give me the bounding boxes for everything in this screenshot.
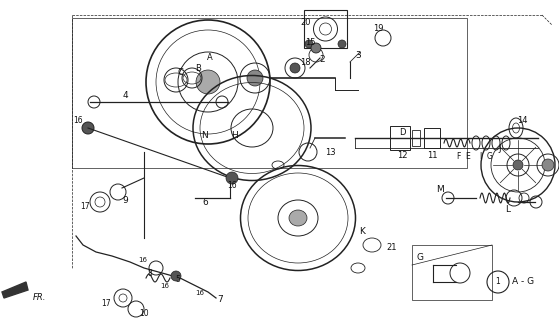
Text: 2: 2 — [319, 55, 325, 65]
Text: 17: 17 — [101, 299, 111, 308]
Text: 6: 6 — [202, 197, 208, 206]
Text: 7: 7 — [217, 295, 223, 305]
Polygon shape — [2, 282, 28, 298]
Text: 16: 16 — [227, 181, 237, 190]
Text: 14: 14 — [517, 116, 527, 124]
Circle shape — [513, 160, 523, 170]
Text: 3: 3 — [355, 51, 361, 60]
Text: D: D — [399, 127, 405, 137]
Text: 5: 5 — [176, 276, 181, 284]
Text: L: L — [505, 205, 510, 214]
Text: 15: 15 — [305, 37, 315, 46]
Circle shape — [196, 70, 220, 94]
Text: 16: 16 — [73, 116, 83, 124]
Ellipse shape — [289, 210, 307, 226]
Text: G: G — [487, 151, 493, 161]
Bar — [304, 10, 347, 48]
Text: 18: 18 — [300, 58, 310, 67]
Bar — [412, 245, 492, 300]
Circle shape — [542, 159, 554, 171]
Text: I: I — [479, 151, 481, 161]
Text: F: F — [456, 151, 460, 161]
Circle shape — [82, 122, 94, 134]
Text: H: H — [231, 131, 238, 140]
Text: B: B — [195, 63, 201, 73]
Text: A: A — [207, 53, 213, 62]
Circle shape — [247, 70, 263, 86]
Text: FR.: FR. — [33, 293, 46, 302]
Text: 4: 4 — [122, 92, 128, 100]
Bar — [412, 130, 420, 146]
Text: A - G: A - G — [512, 277, 534, 286]
Text: 10: 10 — [139, 308, 149, 317]
Text: J: J — [499, 143, 501, 153]
Text: 16: 16 — [196, 290, 205, 296]
Text: K: K — [359, 228, 365, 236]
Text: 13: 13 — [325, 148, 335, 156]
Text: E: E — [466, 151, 470, 161]
Text: 16: 16 — [139, 257, 148, 263]
Circle shape — [311, 43, 321, 53]
Text: 20: 20 — [301, 18, 311, 27]
Circle shape — [226, 172, 238, 184]
Text: 11: 11 — [427, 150, 437, 159]
Text: M: M — [436, 186, 444, 195]
Bar — [72, 18, 467, 168]
Text: 16: 16 — [160, 283, 169, 289]
Text: N: N — [202, 131, 209, 140]
Text: C: C — [177, 68, 183, 76]
Text: 1: 1 — [496, 277, 500, 286]
Circle shape — [171, 271, 181, 281]
Text: 19: 19 — [373, 23, 383, 33]
Text: 8: 8 — [148, 268, 153, 277]
Circle shape — [305, 40, 313, 48]
Text: G: G — [416, 253, 424, 262]
Circle shape — [338, 40, 346, 48]
Bar — [424, 128, 440, 148]
Text: 9: 9 — [122, 196, 128, 204]
Circle shape — [290, 63, 300, 73]
Text: 12: 12 — [397, 150, 408, 159]
Text: 21: 21 — [387, 244, 397, 252]
Bar — [390, 126, 410, 150]
Text: 17: 17 — [80, 202, 90, 211]
